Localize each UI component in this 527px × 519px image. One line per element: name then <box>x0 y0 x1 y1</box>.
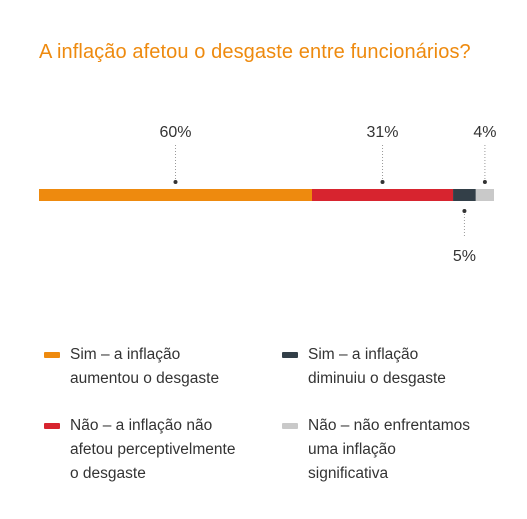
data-label-1: 60% <box>159 124 191 141</box>
legend-swatch-orange <box>44 352 60 358</box>
stacked-bar-chart: 60% 31% 5% 4% <box>39 124 496 265</box>
legend-swatch-red <box>44 423 60 429</box>
legend-item-nao-nao-enfrentamos: Não – não enfrentamos uma inflação signi… <box>282 414 512 494</box>
legend-label: Não – não enfrentamos uma inflação signi… <box>308 417 470 482</box>
leader-dot-4 <box>482 180 487 184</box>
legend-item-sim-diminuiu: Sim – a inflação diminuiu o desgaste <box>282 343 502 403</box>
leader-dot-1 <box>173 180 178 184</box>
data-label-2: 31% <box>367 124 399 141</box>
bar-segment-2 <box>312 189 454 201</box>
legend-item-sim-aumentou: Sim – a inflação aumentou o desgaste <box>44 343 264 403</box>
data-label-4: 4% <box>473 124 496 141</box>
bar-segment-4 <box>475 189 494 201</box>
legend-swatch-gray <box>282 423 298 429</box>
bar-segment-1 <box>39 189 312 201</box>
legend-swatch-dark <box>282 352 298 358</box>
legend-item-nao-nao-afetou: Não – a inflação não afetou perceptivelm… <box>44 414 274 494</box>
leader-dot-2 <box>380 180 385 184</box>
legend-label: Sim – a inflação aumentou o desgaste <box>70 346 220 387</box>
legend-label: Não – a inflação não afetou perceptivelm… <box>70 417 236 482</box>
chart-title: A inflação afetou o desgaste entre funci… <box>39 41 471 63</box>
legend-label: Sim – a inflação diminuiu o desgaste <box>308 346 446 387</box>
bar-segment-3 <box>453 189 476 201</box>
leader-dot-3 <box>462 209 467 213</box>
data-label-3: 5% <box>453 248 476 265</box>
